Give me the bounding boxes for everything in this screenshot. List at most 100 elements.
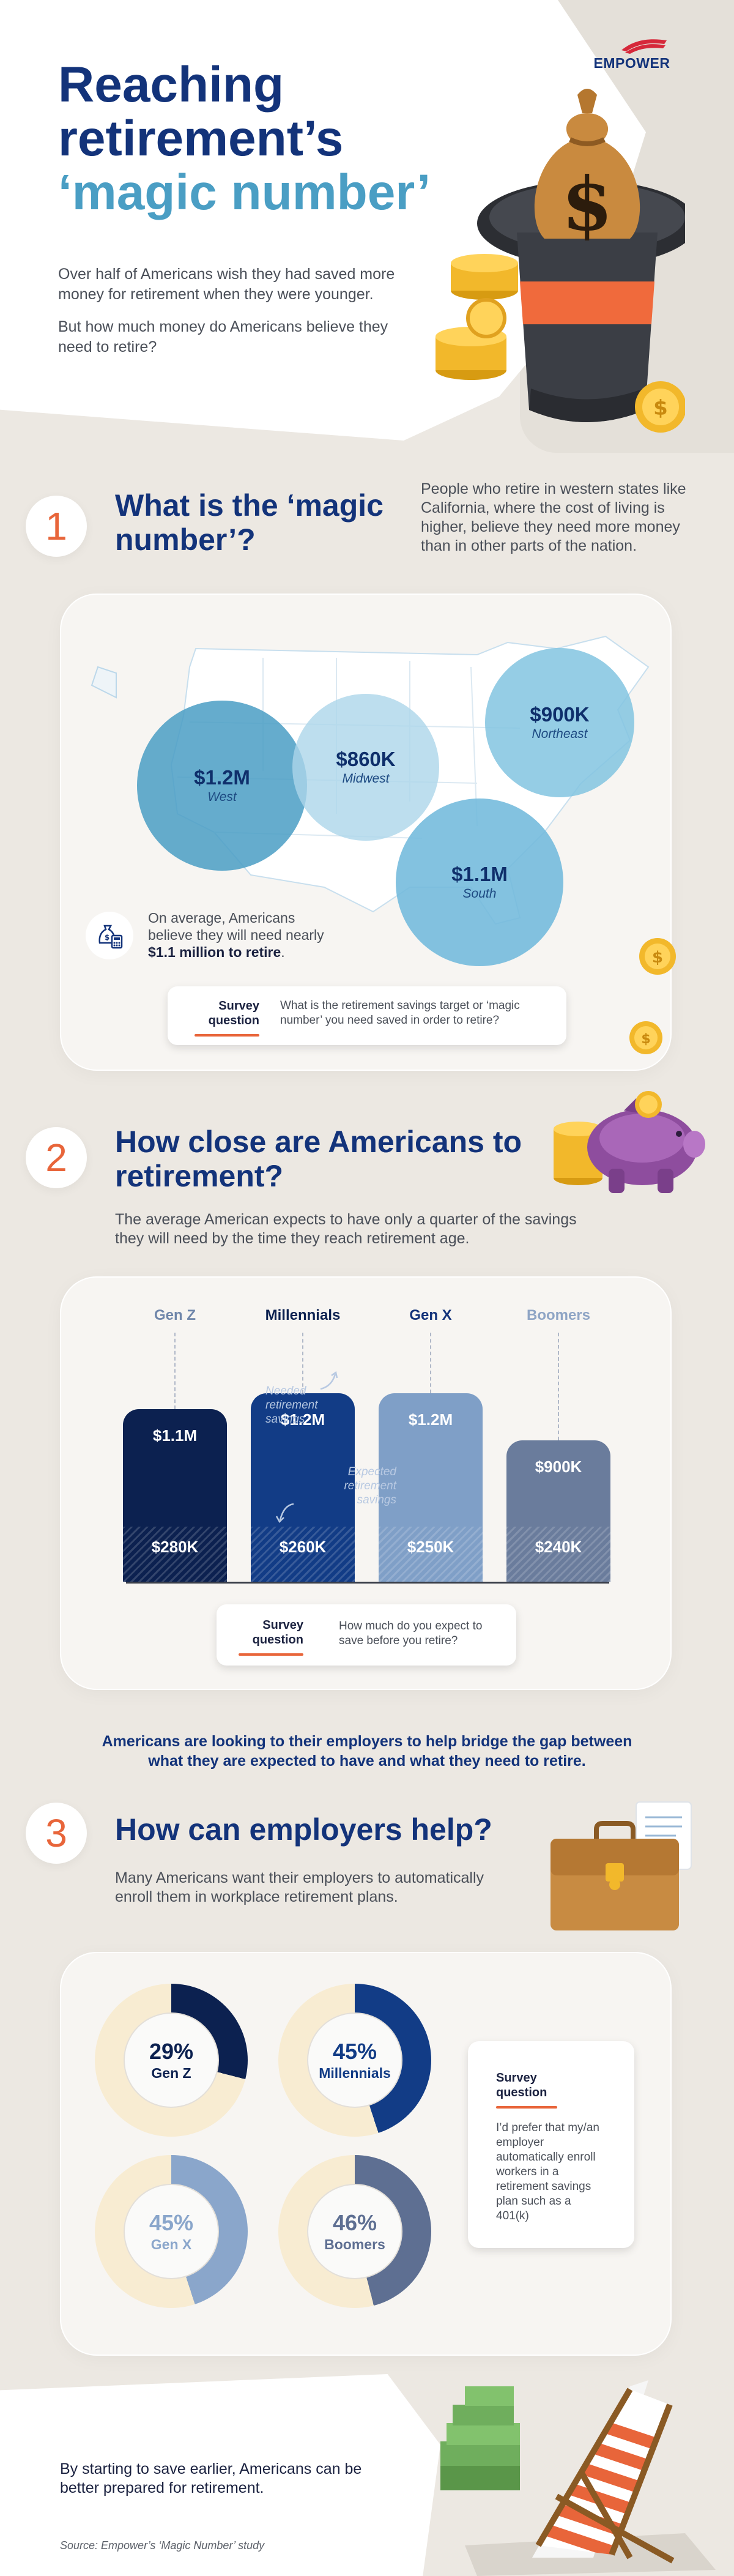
- bar-category-label: Gen X: [409, 1307, 452, 1323]
- bar-category-label: Gen Z: [154, 1307, 196, 1323]
- survey-question-2: Survey question How much do you expect t…: [217, 1604, 516, 1666]
- bar-connector-line: [430, 1333, 431, 1393]
- bar-expected-value: $240K: [535, 1538, 582, 1556]
- title-accent: ‘magic number’: [58, 165, 431, 220]
- bar-needed-value: $1.2M: [408, 1410, 453, 1429]
- bar-needed-gen-x: $1.2M $250K: [379, 1393, 483, 1582]
- section-1-description: People who retire in western states like…: [421, 480, 686, 554]
- bar-connector-line: [174, 1333, 176, 1409]
- money-calculator-icon: $: [86, 912, 133, 959]
- survey-label: Survey question: [496, 2071, 547, 2099]
- coin-icon: $: [635, 381, 686, 433]
- bar-needed-boomers: $900K $240K: [506, 1440, 610, 1582]
- donut-gen-x: 45% Gen X: [95, 2155, 248, 2308]
- bar-needed-value: $1.2M: [280, 1410, 325, 1429]
- chart-baseline: [126, 1582, 609, 1584]
- region-label: Northeast: [532, 727, 588, 741]
- donut-millennials: 45% Millennials: [278, 1984, 431, 2137]
- donut-percent: 46%: [332, 2210, 377, 2235]
- svg-text:$: $: [652, 948, 663, 967]
- closing-statement: By starting to save earlier, Americans c…: [60, 2460, 362, 2496]
- savings-bar-chart: Gen Z $1.1M $280K Millennials $1.2M $260K Gen …: [60, 1276, 672, 1690]
- donut-center: 45% Millennials: [307, 2012, 402, 2108]
- bar-expected-segment: $240K: [506, 1527, 610, 1582]
- region-value: $1.1M: [451, 863, 508, 885]
- donut-percent: 45%: [149, 2210, 194, 2235]
- source-note: Source: Empower’s ‘Magic Number’ study: [60, 2539, 265, 2552]
- section-2-title: How close are Americans to retirement?: [115, 1125, 522, 1193]
- donut-center: 46% Boomers: [307, 2184, 402, 2279]
- bridge-statement: Americans are looking to their employers…: [102, 1733, 632, 1770]
- average-note-highlight: $1.1 million to retire: [148, 944, 281, 960]
- survey-label: Survey question: [252, 1618, 303, 1647]
- logo-wordmark: EMPOWER: [593, 55, 670, 71]
- bar-needed-gen-z: $1.1M $280K: [123, 1409, 227, 1582]
- donut-percent: 29%: [149, 2039, 194, 2064]
- average-note: On average, Americans believe they will …: [148, 909, 368, 961]
- average-note-period: .: [281, 944, 285, 960]
- top-hat-money-illustration: $ $: [428, 80, 697, 447]
- title-line-2: retirement’s: [58, 111, 344, 166]
- survey-text: I’d prefer that my/an employer automatic…: [496, 2121, 599, 2222]
- bar-expected-value: $280K: [151, 1537, 199, 1556]
- average-note-line-2: believe they will need nearly: [148, 927, 324, 943]
- section-1-title: What is the ‘magic number’?: [115, 488, 384, 557]
- bar-expected-segment: $280K: [123, 1526, 227, 1582]
- coin-icon: [466, 298, 506, 338]
- bar-expected-value: $250K: [407, 1538, 454, 1556]
- bar-connector-line: [558, 1333, 559, 1440]
- donut-center: 29% Gen Z: [124, 2012, 219, 2108]
- section-2-description: The average American expects to have onl…: [115, 1211, 577, 1247]
- donut-boomers: 46% Boomers: [278, 2155, 431, 2308]
- survey-underline: [496, 2106, 557, 2109]
- briefcase-illustration: [538, 1796, 703, 1937]
- donut-gen-z: 29% Gen Z: [95, 1984, 248, 2137]
- coin-icon: $: [636, 935, 679, 978]
- section-1-number: 1: [26, 496, 87, 557]
- piggy-bank-illustration: [550, 1086, 710, 1196]
- region-bubble-northeast: $900K Northeast: [485, 648, 634, 797]
- region-label: West: [207, 790, 237, 804]
- section-3-number: 3: [26, 1803, 87, 1864]
- bar-category-label: Boomers: [526, 1307, 591, 1323]
- survey-underline: [239, 1653, 303, 1656]
- survey-question-1: Survey question What is the retirement s…: [168, 986, 566, 1045]
- bar-category-label: Millennials: [265, 1307, 341, 1323]
- section-3-description: Many Americans want their employers to a…: [115, 1869, 484, 1905]
- donut-category: Millennials: [319, 2065, 391, 2081]
- title-line-1: Reaching: [58, 57, 284, 113]
- donut-category: Boomers: [324, 2236, 385, 2252]
- donut-center: 45% Gen X: [124, 2184, 219, 2279]
- coin-stack-icon: [436, 254, 518, 380]
- hero-paragraph-2: But how much money do Americans believe …: [58, 318, 388, 356]
- bar-connector-line: [302, 1333, 303, 1393]
- survey-text: How much do you expect to save before yo…: [339, 1620, 483, 1647]
- arrow-up-icon: [320, 1371, 338, 1390]
- bar-expected-segment: $260K: [251, 1527, 355, 1582]
- region-value: $1.2M: [194, 766, 250, 789]
- arrow-down-icon: [275, 1503, 294, 1524]
- auto-enroll-donut-charts: 29% Gen Z 45% Millennials 45% Gen X 46% Boomers: [60, 1952, 672, 2356]
- annotation-expected: Expected retirement savings: [344, 1465, 396, 1506]
- svg-text:$: $: [105, 933, 109, 942]
- donut-category: Gen Z: [151, 2065, 191, 2081]
- beach-chair-cash-illustration: [428, 2313, 722, 2576]
- bar-expected-value: $260K: [279, 1538, 327, 1556]
- survey-label: Survey question: [208, 999, 259, 1027]
- empower-logo: EMPOWER: [586, 35, 678, 72]
- page-title: Reaching retirement’s ‘magic number’: [58, 58, 486, 220]
- svg-text:$: $: [562, 161, 613, 247]
- region-bubble-south: $1.1M South: [396, 798, 563, 966]
- donut-category: Gen X: [150, 2236, 192, 2252]
- region-bubble-west: $1.2M West: [137, 701, 307, 871]
- survey-question-3: Survey question I’d prefer that my/an em…: [468, 2041, 634, 2248]
- closing-background: [0, 2374, 440, 2576]
- bar-needed-value: $900K: [535, 1457, 582, 1476]
- region-value: $900K: [530, 703, 590, 726]
- average-note-line-1: On average, Americans: [148, 910, 295, 926]
- donut-percent: 45%: [332, 2039, 377, 2064]
- svg-text:$: $: [641, 1032, 650, 1047]
- bar-expected-segment: $250K: [379, 1527, 483, 1582]
- survey-text: What is the retirement savings target or…: [280, 999, 520, 1027]
- svg-text:$: $: [653, 396, 668, 420]
